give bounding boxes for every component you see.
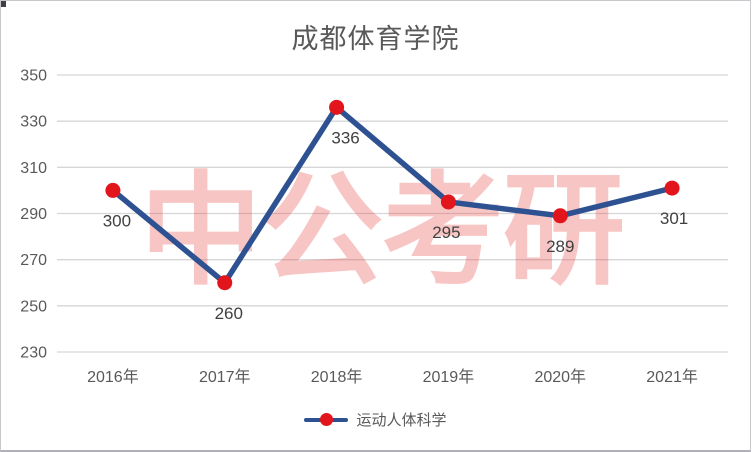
data-point-marker (217, 275, 233, 291)
data-point-label: 336 (331, 128, 359, 147)
x-axis-tick-label: 2016年 (87, 368, 139, 386)
data-point-marker (329, 99, 345, 115)
chart-title: 成都体育学院 (291, 24, 460, 54)
x-axis-tick-label: 2021年 (646, 368, 698, 386)
legend-series-label: 运动人体科学 (356, 412, 447, 429)
data-point-marker (664, 180, 680, 196)
data-point-marker (105, 182, 121, 198)
x-axis-tick-label: 2018年 (311, 368, 363, 386)
y-axis-tick-label: 250 (20, 298, 47, 315)
legend: 运动人体科学 (1, 409, 750, 430)
watermark: 中公考研 (140, 163, 624, 299)
data-point-label: 295 (432, 223, 460, 242)
y-axis-tick-label: 350 (20, 68, 47, 85)
data-point-label: 289 (546, 237, 574, 256)
data-point-marker (552, 208, 568, 224)
y-axis-tick-label: 330 (20, 114, 47, 131)
x-axis-tick-label: 2020年 (534, 368, 586, 386)
series-line (110, 104, 675, 286)
y-axis-tick-label: 290 (20, 206, 47, 223)
x-axis-tick-label: 2017年 (199, 368, 251, 386)
legend-dot-swatch (320, 413, 334, 426)
y-axis-tick-label: 310 (20, 160, 47, 177)
y-axis-tick-label: 230 (20, 345, 47, 362)
x-axis-tick-label: 2019年 (423, 368, 475, 386)
data-point-marker (440, 194, 456, 210)
legend-line-marker (304, 413, 349, 426)
data-point-label: 300 (103, 211, 131, 230)
corner-artifact (1, 1, 6, 7)
data-point-label: 260 (215, 304, 243, 323)
data-point-label: 301 (660, 209, 688, 228)
y-axis-tick-label: 270 (20, 252, 47, 269)
